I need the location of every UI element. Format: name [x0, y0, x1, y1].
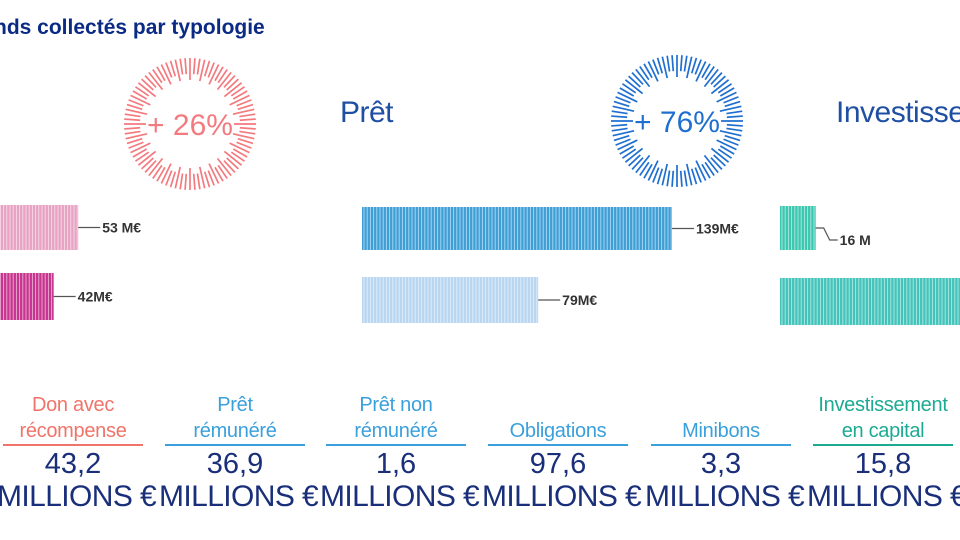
section-title-investissement: Investisser: [836, 96, 960, 129]
bar-value-label: 139M€: [696, 221, 739, 237]
bar-value-label: 53 M€: [102, 220, 141, 236]
section-title-pret: Prêt: [340, 96, 394, 129]
typology-unit: MILLIONS €: [320, 480, 480, 513]
typology-label-line: Don avec: [31, 394, 115, 416]
typology-unit: MILLIONS €: [0, 480, 157, 513]
typology-label-line: Prêt non: [359, 394, 433, 416]
bar-value-label: 42M€: [78, 289, 113, 305]
growth-ring-don: + 26%: [124, 58, 256, 190]
bar-2-2: 79M€: [362, 277, 597, 323]
typology-label: Prêt non rémunéré: [320, 392, 472, 444]
typology-unit: MILLIONS €: [159, 480, 319, 513]
typology-label-line: Minibons: [682, 420, 760, 442]
typology-label-line: en capital: [841, 420, 925, 442]
typology-column: Prêt non rémunéré 1,6 MILLIONS €: [320, 392, 480, 514]
typology-label-line: rémunéré: [193, 420, 277, 442]
typology-label-line: Obligations: [509, 420, 607, 442]
typology-amount: 1,6: [375, 448, 417, 480]
bar-2-1: 139M€: [362, 207, 739, 250]
typology-unit: MILLIONS €: [645, 480, 805, 513]
typology-label: Investissement en capital: [807, 392, 959, 444]
bar-value-label: 79M€: [562, 292, 597, 308]
typology-amount: 97,6: [529, 448, 587, 480]
typology-column: Prêt rémunéré 36,9 MILLIONS €: [159, 392, 319, 514]
leader-line: [815, 227, 838, 241]
typology-label-line: rémunéré: [354, 420, 438, 442]
typology-column: Minibons 3,3 MILLIONS €: [645, 392, 805, 514]
typology-column: Don avec récompense 43,2 MILLIONS €: [0, 392, 157, 514]
typology-unit: MILLIONS €: [807, 480, 960, 513]
bar-group-1: 53 M€ 42M€: [0, 205, 141, 320]
typology-column: Obligations 97,6 MILLIONS €: [482, 392, 642, 514]
typology-underline: [813, 444, 953, 446]
typology-label-line: récompense: [19, 420, 127, 442]
typology-underline: [651, 444, 791, 446]
typology-underline: [326, 444, 466, 446]
typology-underline: [165, 444, 305, 446]
typology-label: Obligations: [482, 392, 634, 444]
typology-label: Prêt rémunéré: [159, 392, 311, 444]
growth-label-don: + 26%: [147, 109, 233, 142]
typology-label: Minibons: [645, 392, 797, 444]
bar-1-1: 53 M€: [0, 205, 141, 250]
typology-label-line: Prêt: [217, 394, 253, 416]
bar-value-label: 16 M: [840, 232, 871, 248]
bar-3-1: 16 M: [780, 206, 871, 250]
bar-1-2: 42M€: [0, 273, 113, 320]
typology-label: Don avec récompense: [0, 392, 149, 444]
growth-label-pret: + 76%: [634, 106, 720, 139]
bar-group-2: 139M€ 79M€: [362, 207, 739, 323]
typology-unit: MILLIONS €: [482, 480, 642, 513]
typology-amount: 36,9: [206, 448, 264, 480]
bar-group-3: 16 M: [780, 206, 960, 325]
typology-underline: [488, 444, 628, 446]
typology-amount: 15,8: [854, 448, 912, 480]
typology-label-line: Investissement: [818, 394, 948, 416]
page-title: nds collectés par typologie: [0, 16, 265, 39]
growth-ring-pret: + 76%: [611, 55, 743, 187]
typology-underline: [3, 444, 143, 446]
typology-amount: 43,2: [44, 448, 102, 480]
bar-3-2: [780, 278, 960, 325]
typology-amount: 3,3: [700, 448, 742, 480]
typology-column: Investissement en capital 15,8 MILLIONS €: [807, 392, 960, 514]
